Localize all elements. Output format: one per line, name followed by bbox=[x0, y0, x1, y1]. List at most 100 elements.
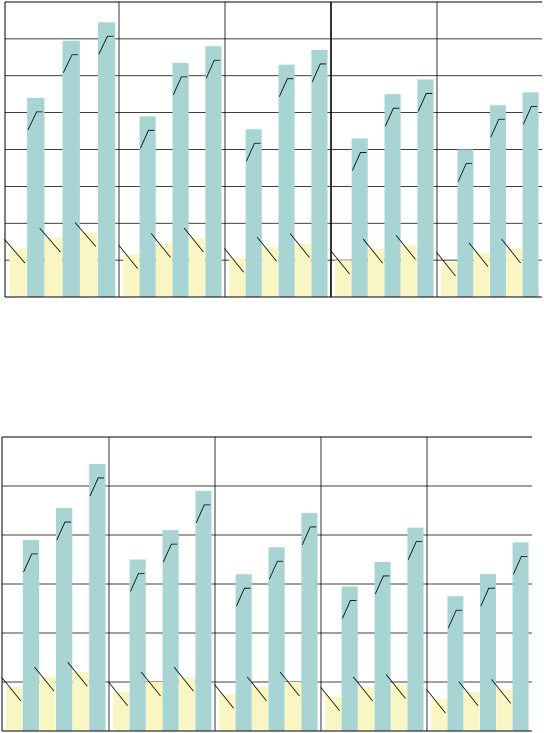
bar-group1-series6 bbox=[97, 22, 116, 298]
bar-group3-series1 bbox=[229, 258, 246, 297]
bar-group3-series5 bbox=[284, 682, 302, 731]
leader-line-group2-series1 bbox=[108, 681, 128, 707]
bar-group4-series1 bbox=[335, 260, 352, 298]
bar-group2-series5 bbox=[178, 677, 196, 731]
bar-group2-series2 bbox=[139, 116, 156, 297]
bar-group4-series6 bbox=[407, 527, 424, 731]
bar-group1-series1 bbox=[9, 249, 27, 297]
bar-group4-series2 bbox=[341, 586, 358, 731]
leader-line-group3-series6 bbox=[301, 526, 317, 546]
leader-line-group5-series3 bbox=[468, 242, 489, 267]
bar-group3-series1 bbox=[219, 694, 236, 731]
bar-group2-series1 bbox=[113, 691, 130, 731]
bar-group2-series5 bbox=[188, 238, 206, 297]
leader-line-group3-series6 bbox=[311, 63, 327, 83]
leader-line-group3-series4 bbox=[268, 560, 284, 580]
bar-group5-series5 bbox=[506, 249, 523, 297]
leader-line-group2-series1 bbox=[118, 244, 138, 269]
leader-line-group2-series5 bbox=[173, 666, 194, 692]
leader-line-group3-series5 bbox=[279, 671, 300, 697]
bar-group5-series1 bbox=[441, 261, 458, 297]
bar-group1-series6 bbox=[89, 463, 106, 731]
bar-group3-series3 bbox=[262, 247, 279, 297]
bar-group5-series3 bbox=[463, 691, 480, 731]
leader-line-group3-series2 bbox=[236, 587, 251, 607]
bar-group5-series6 bbox=[512, 542, 529, 731]
leader-line-group5-series6 bbox=[513, 555, 528, 575]
leader-line-group1-series2 bbox=[27, 111, 43, 131]
leader-line-group3-series3 bbox=[256, 236, 277, 262]
bar-group5-series4 bbox=[480, 574, 496, 731]
bar-group4-series4 bbox=[374, 561, 391, 731]
bar-group1-series2 bbox=[22, 539, 40, 731]
leader-line-group5-series1 bbox=[436, 251, 456, 277]
leader-line-group1-series6 bbox=[98, 35, 114, 55]
chart-panel-1 bbox=[3, 1, 542, 298]
bar-group3-series4 bbox=[278, 64, 295, 297]
bar-group3-series6 bbox=[311, 49, 328, 297]
bar-group5-series6 bbox=[522, 92, 539, 297]
bar-group4-series3 bbox=[368, 249, 385, 297]
leader-line-group1-series4 bbox=[56, 521, 71, 541]
leader-line-group4-series2 bbox=[352, 152, 367, 171]
leader-line-group4-series2 bbox=[342, 600, 357, 619]
bar-group4-series5 bbox=[390, 684, 408, 731]
leader-line-group1-series3 bbox=[39, 227, 61, 253]
bar-group1-series3 bbox=[39, 677, 56, 731]
leader-line-group1-series5 bbox=[74, 222, 97, 247]
bar-group3-series2 bbox=[245, 129, 262, 297]
leader-line-group3-series1 bbox=[214, 683, 234, 709]
bar-group5-series4 bbox=[490, 105, 506, 297]
bar-group1-series5 bbox=[72, 672, 89, 731]
leader-line-group2-series3 bbox=[140, 671, 161, 697]
leader-line-group1-series3 bbox=[34, 666, 55, 692]
leader-line-group5-series3 bbox=[458, 681, 479, 707]
leader-line-group4-series4 bbox=[374, 575, 390, 595]
bar-group1-series5 bbox=[80, 232, 98, 297]
bar-group2-series3 bbox=[146, 682, 163, 731]
leader-line-group4-series6 bbox=[407, 541, 423, 560]
bar-group3-series2 bbox=[235, 574, 252, 731]
leader-line-group4-series4 bbox=[384, 107, 400, 127]
leader-line-group4-series1 bbox=[330, 249, 350, 275]
leader-line-group1-series6 bbox=[89, 477, 105, 497]
bar-group3-series4 bbox=[268, 547, 285, 731]
leader-line-group4-series1 bbox=[320, 686, 340, 711]
leader-line-group5-series2 bbox=[457, 163, 473, 182]
leader-line-group2-series4 bbox=[172, 76, 188, 96]
leader-line-group1-series1 bbox=[0, 676, 22, 702]
leader-line-group2-series2 bbox=[130, 573, 145, 592]
leader-line-group3-series4 bbox=[278, 78, 294, 97]
leader-line-group1-series4 bbox=[63, 54, 79, 73]
leader-line-group4-series6 bbox=[417, 93, 433, 112]
leader-line-group4-series5 bbox=[395, 235, 416, 260]
leader-line-group5-series4 bbox=[490, 118, 505, 138]
bar-group2-series4 bbox=[172, 62, 189, 298]
leader-line-group5-series1 bbox=[426, 688, 446, 714]
leader-line-group3-series3 bbox=[246, 676, 267, 702]
leader-line-group3-series1 bbox=[224, 248, 244, 273]
leader-line-group2-series3 bbox=[150, 233, 171, 258]
bar-group1-series4 bbox=[56, 508, 73, 731]
leader-line-group3-series2 bbox=[246, 142, 261, 162]
bar-group2-series4 bbox=[162, 530, 179, 731]
leader-line-group2-series6 bbox=[195, 504, 211, 524]
leader-line-group1-series2 bbox=[23, 553, 38, 573]
leader-line-group5-series5 bbox=[501, 238, 521, 264]
bar-group2-series6 bbox=[195, 490, 212, 731]
bar-group1-series4 bbox=[62, 40, 80, 297]
leader-line-group5-series6 bbox=[523, 105, 538, 125]
bar-group3-series5 bbox=[294, 243, 312, 297]
leader-line-group2-series4 bbox=[162, 543, 178, 563]
bar-group5-series2 bbox=[457, 149, 474, 297]
bar-group4-series1 bbox=[325, 696, 342, 731]
leader-line-group4-series3 bbox=[362, 238, 383, 264]
leader-line-group5-series5 bbox=[491, 679, 511, 704]
bar-group4-series6 bbox=[417, 79, 434, 297]
bar-group3-series6 bbox=[301, 512, 318, 731]
leader-line-group2-series6 bbox=[205, 59, 221, 79]
leader-line-group1-series5 bbox=[67, 661, 88, 687]
leader-line-group4-series5 bbox=[385, 674, 406, 699]
